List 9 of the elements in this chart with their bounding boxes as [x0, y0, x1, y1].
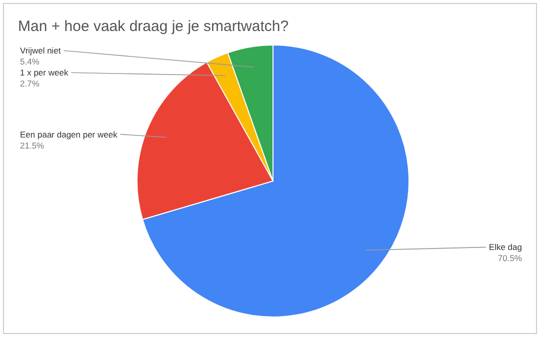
- data-label: 2.7%: [20, 78, 40, 89]
- slice-label: Vrijwel niet: [20, 46, 62, 56]
- slice-label: Elke dag: [488, 242, 522, 252]
- chart-title: Man + hoe vaak draag je je smartwatch?: [18, 18, 289, 35]
- data-label: 21.5%: [20, 140, 45, 150]
- slice-label: 1 x per week: [20, 68, 69, 78]
- data-label: 70.5%: [498, 253, 522, 264]
- data-label: 5.4%: [20, 56, 40, 67]
- slice-label: Een paar dagen per week: [20, 129, 118, 140]
